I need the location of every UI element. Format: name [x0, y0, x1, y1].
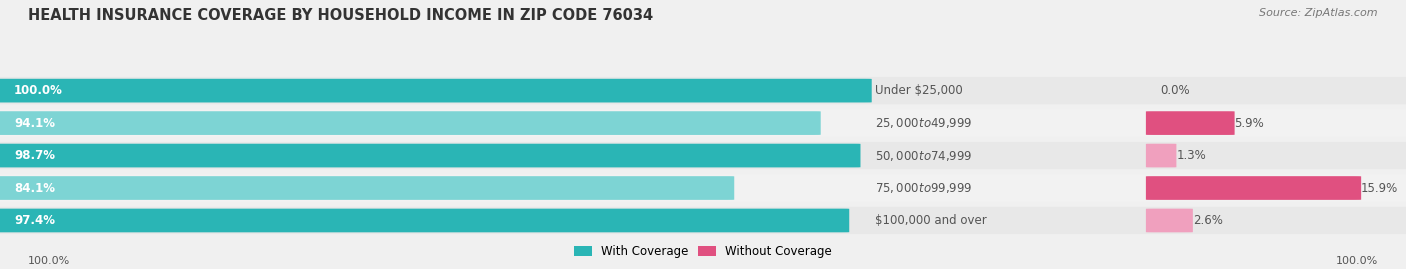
- Text: 100.0%: 100.0%: [28, 256, 70, 266]
- FancyBboxPatch shape: [0, 109, 1406, 137]
- FancyBboxPatch shape: [1146, 209, 1192, 232]
- Text: $100,000 and over: $100,000 and over: [875, 214, 986, 227]
- Text: 97.4%: 97.4%: [14, 214, 55, 227]
- Text: 100.0%: 100.0%: [14, 84, 63, 97]
- FancyBboxPatch shape: [1146, 144, 1177, 167]
- Text: $75,000 to $99,999: $75,000 to $99,999: [875, 181, 972, 195]
- FancyBboxPatch shape: [1146, 176, 1361, 200]
- FancyBboxPatch shape: [0, 209, 849, 232]
- Text: 94.1%: 94.1%: [14, 116, 55, 130]
- FancyBboxPatch shape: [1146, 111, 1234, 135]
- Text: 15.9%: 15.9%: [1361, 182, 1399, 194]
- FancyBboxPatch shape: [0, 144, 860, 167]
- Text: $25,000 to $49,999: $25,000 to $49,999: [875, 116, 972, 130]
- FancyBboxPatch shape: [0, 79, 872, 102]
- Text: 98.7%: 98.7%: [14, 149, 55, 162]
- Text: 100.0%: 100.0%: [1336, 256, 1378, 266]
- Legend: With Coverage, Without Coverage: With Coverage, Without Coverage: [569, 241, 837, 263]
- Text: 2.6%: 2.6%: [1192, 214, 1223, 227]
- Text: 0.0%: 0.0%: [1160, 84, 1189, 97]
- Text: Source: ZipAtlas.com: Source: ZipAtlas.com: [1260, 8, 1378, 18]
- Text: HEALTH INSURANCE COVERAGE BY HOUSEHOLD INCOME IN ZIP CODE 76034: HEALTH INSURANCE COVERAGE BY HOUSEHOLD I…: [28, 8, 654, 23]
- FancyBboxPatch shape: [0, 207, 1406, 234]
- FancyBboxPatch shape: [0, 111, 821, 135]
- Text: Under $25,000: Under $25,000: [875, 84, 962, 97]
- FancyBboxPatch shape: [0, 77, 1406, 104]
- Text: 1.3%: 1.3%: [1177, 149, 1206, 162]
- FancyBboxPatch shape: [0, 174, 1406, 202]
- Text: 84.1%: 84.1%: [14, 182, 55, 194]
- Text: 5.9%: 5.9%: [1234, 116, 1264, 130]
- Text: $50,000 to $74,999: $50,000 to $74,999: [875, 148, 972, 162]
- FancyBboxPatch shape: [0, 176, 734, 200]
- FancyBboxPatch shape: [0, 142, 1406, 169]
